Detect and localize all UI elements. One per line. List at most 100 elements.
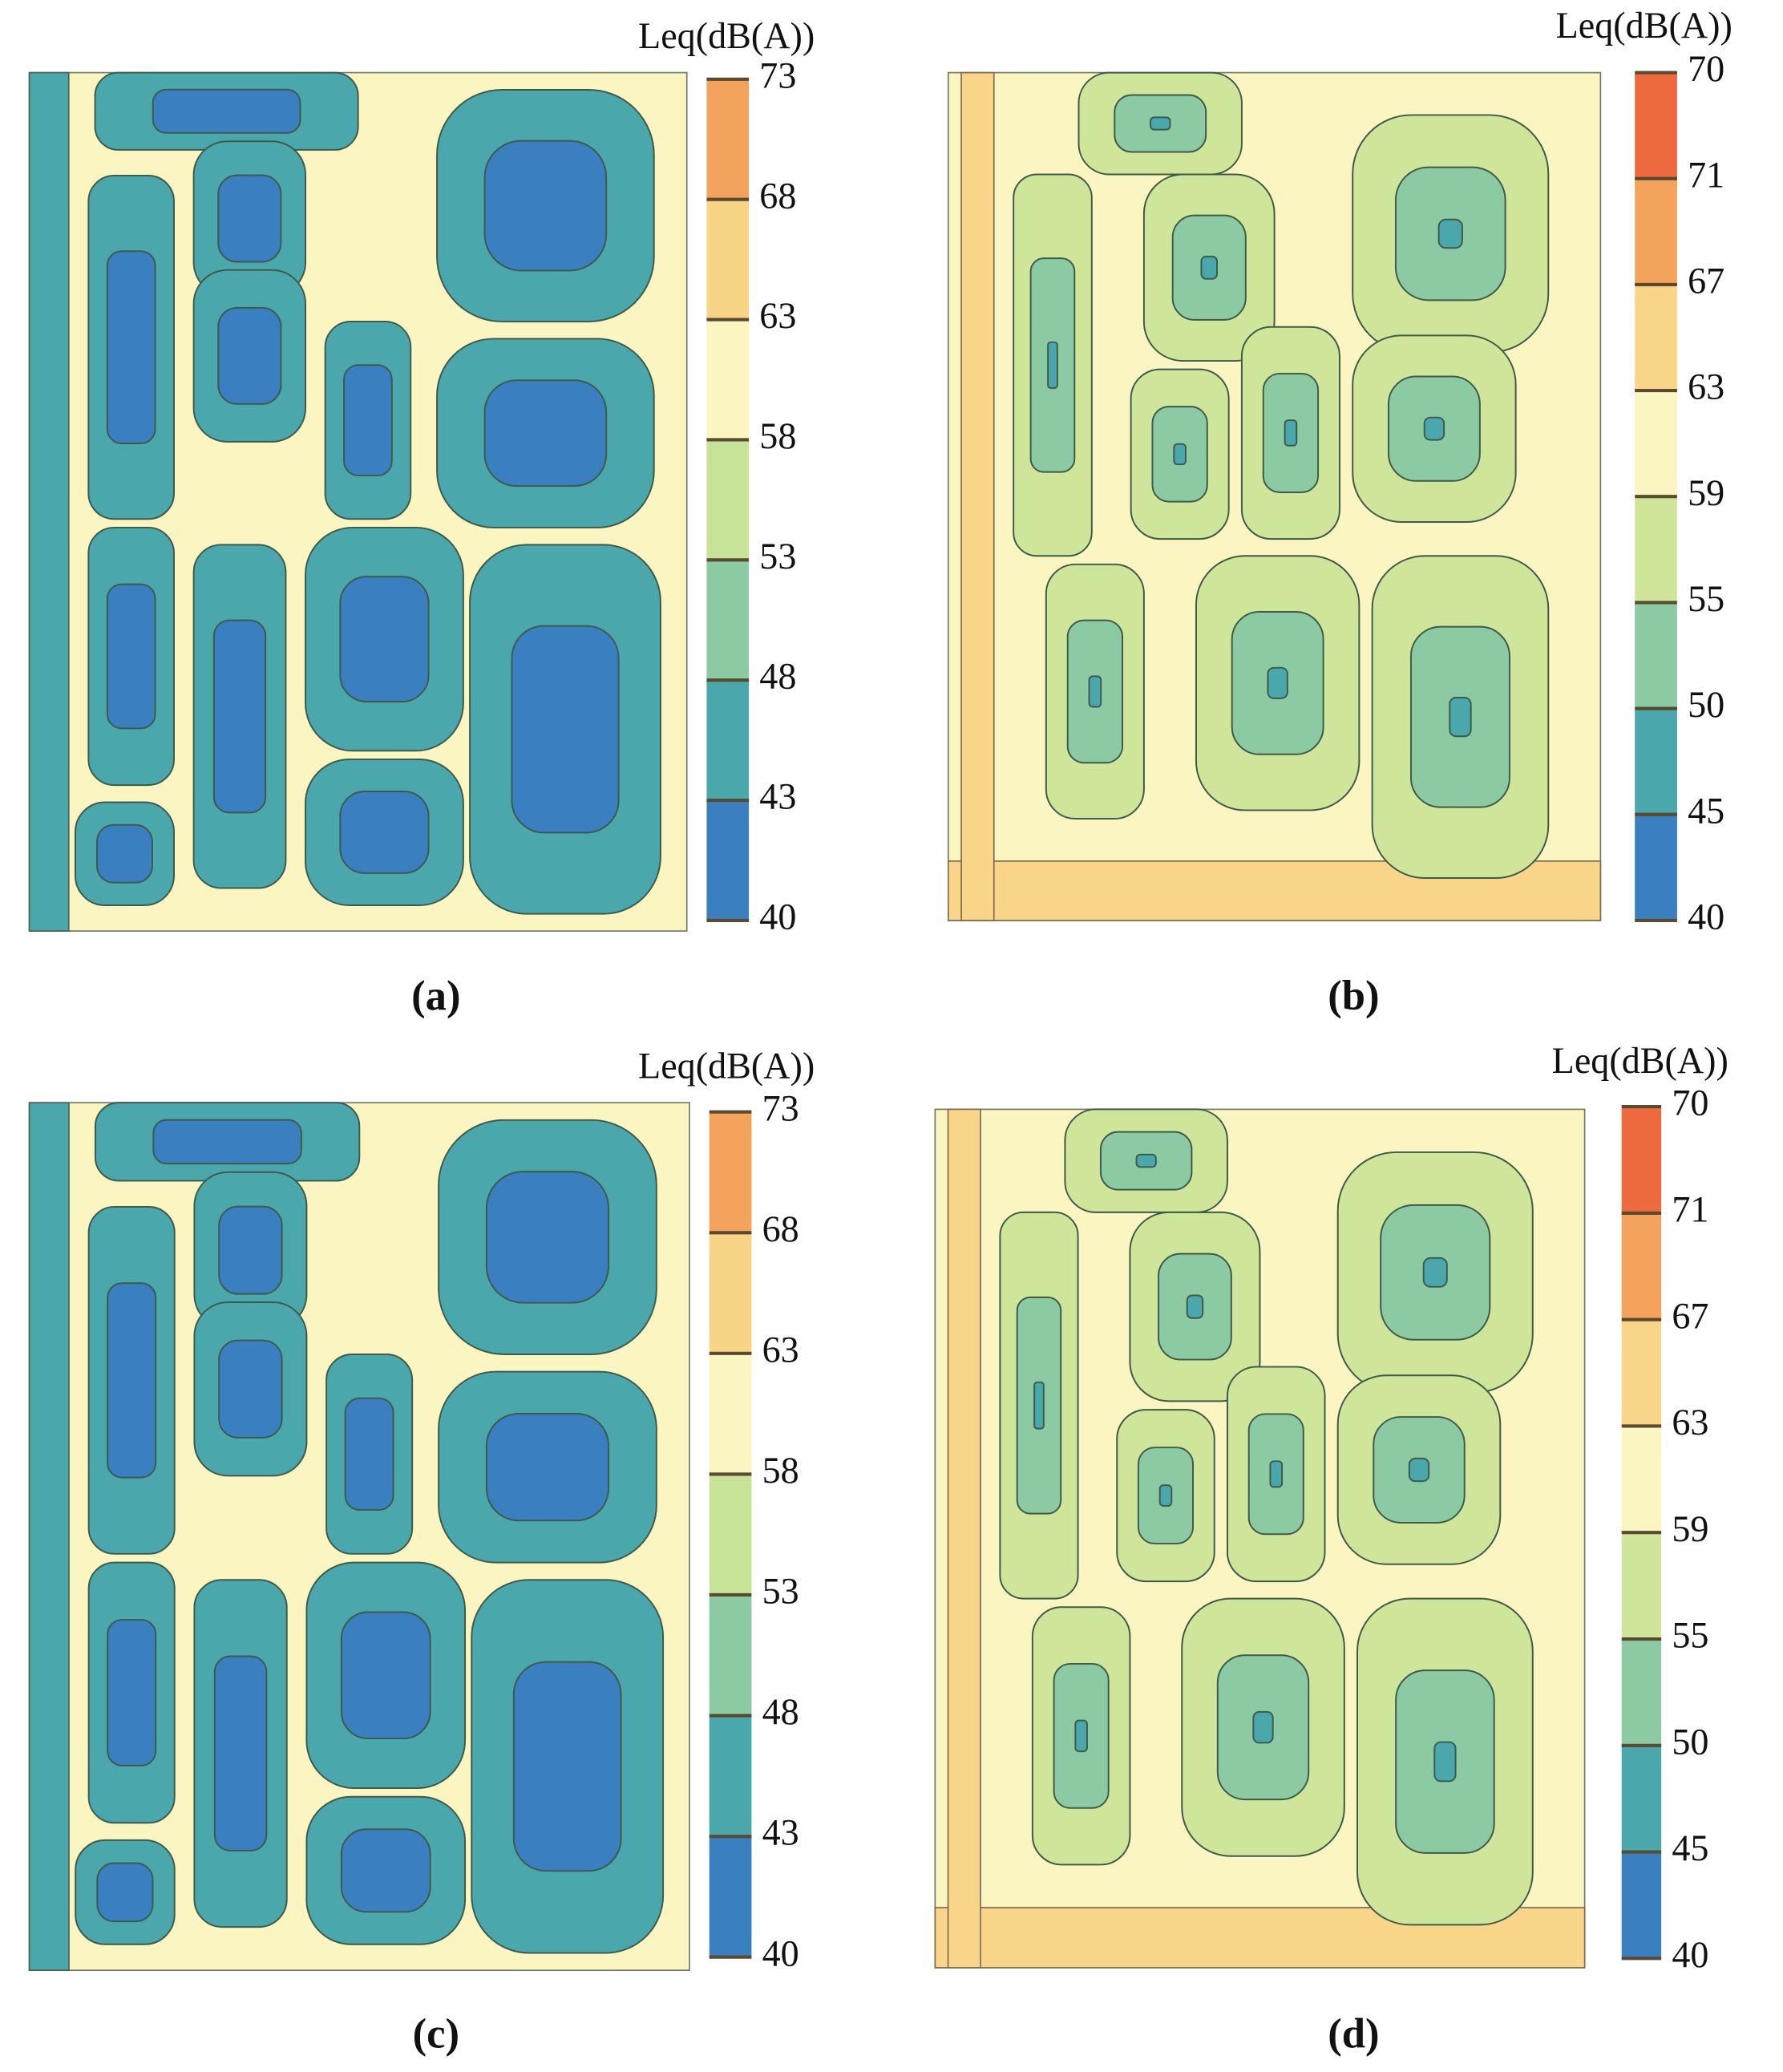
colorbar-tick-label: 63 xyxy=(1688,366,1724,407)
contour-region xyxy=(106,250,156,445)
contour-region xyxy=(1047,341,1058,389)
colorbar-band xyxy=(1621,1851,1662,1959)
colorbar-band xyxy=(1635,496,1677,603)
contour-region xyxy=(217,174,282,263)
colorbar-band xyxy=(709,1111,752,1233)
contour-region xyxy=(1284,419,1298,447)
colorbar-band xyxy=(1621,1319,1662,1427)
colorbar-tick-label: 55 xyxy=(1688,578,1724,619)
colorbar-tick-label: 40 xyxy=(1672,1934,1708,1975)
contour-region xyxy=(485,1412,610,1522)
colorbar-band xyxy=(709,1474,752,1595)
map-edge xyxy=(28,1102,70,1972)
contour-region xyxy=(1449,697,1472,738)
colorbar-band xyxy=(1621,1639,1662,1746)
contour-region xyxy=(1135,1153,1157,1168)
panel-label: (b) xyxy=(1328,973,1379,1019)
contour-region xyxy=(218,1205,283,1295)
contour-region xyxy=(343,364,393,477)
colorbar-tick-label: 63 xyxy=(1672,1402,1708,1443)
colorbar-band xyxy=(706,319,750,440)
colorbar-tick-label: 58 xyxy=(759,415,796,456)
contour-region xyxy=(1269,1460,1284,1488)
colorbar-tick-label: 40 xyxy=(1688,896,1724,937)
colorbar-tick-label: 48 xyxy=(762,1691,799,1732)
contour-region xyxy=(1074,1719,1088,1753)
contour-region xyxy=(106,583,156,730)
contour-region xyxy=(1173,443,1187,466)
contour-region xyxy=(1150,116,1171,131)
contour-region xyxy=(485,1171,610,1304)
colorbar-band xyxy=(706,680,750,801)
colorbar-tick-label: 63 xyxy=(759,295,796,336)
colorbar-tick-label: 67 xyxy=(1688,260,1724,301)
colorbar-tick-label: 70 xyxy=(1672,1083,1708,1123)
contour-region xyxy=(512,1661,622,1872)
colorbar-band xyxy=(1635,602,1677,709)
colorbar-tick-label: 63 xyxy=(762,1329,799,1370)
colorbar-band xyxy=(706,199,750,320)
colorbar-band xyxy=(1635,814,1677,921)
colorbar-band xyxy=(1621,1212,1662,1320)
colorbar-band xyxy=(709,1715,752,1837)
colorbar-band xyxy=(706,79,750,200)
contour-region xyxy=(344,1397,394,1512)
map-edge xyxy=(28,71,70,932)
contour-region xyxy=(213,1655,268,1851)
colorbar-band xyxy=(1635,284,1677,391)
contour-region xyxy=(217,306,282,405)
contour-region xyxy=(339,576,430,703)
colorbar-band xyxy=(1635,178,1677,285)
contour-region xyxy=(1252,1710,1274,1744)
colorbar-tick-label: 67 xyxy=(1672,1295,1708,1336)
contour-region xyxy=(107,1619,157,1766)
contour-region xyxy=(96,1862,154,1923)
colorbar-tick-label: 40 xyxy=(762,1932,799,1973)
panel-label: (c) xyxy=(413,2010,459,2057)
colorbar-title: Leq(dB(A)) xyxy=(638,1046,815,1087)
contour-region xyxy=(1088,675,1102,708)
contour-region xyxy=(1186,1294,1204,1319)
contour-region xyxy=(1158,1484,1173,1507)
colorbar-band xyxy=(706,439,750,560)
colorbar-band xyxy=(1635,708,1677,815)
colorbar-tick-label: 73 xyxy=(762,1087,799,1128)
contour-region xyxy=(339,791,430,874)
contour-region xyxy=(1423,416,1445,441)
colorbar-tick-label: 71 xyxy=(1688,154,1724,195)
panel-label: (d) xyxy=(1328,2010,1379,2057)
colorbar-tick-label: 48 xyxy=(759,656,796,697)
contour-region xyxy=(212,619,267,814)
colorbar-title: Leq(dB(A)) xyxy=(1552,1040,1728,1081)
contour-region xyxy=(1433,1741,1457,1783)
colorbar-band xyxy=(1621,1426,1662,1533)
colorbar-tick-label: 45 xyxy=(1672,1827,1708,1868)
colorbar-title: Leq(dB(A)) xyxy=(1556,5,1732,46)
colorbar-tick-label: 68 xyxy=(759,175,796,216)
contour-region xyxy=(1437,218,1463,249)
contour-region xyxy=(483,379,608,488)
colorbar-band xyxy=(706,560,750,681)
colorbar-tick-label: 45 xyxy=(1688,790,1724,831)
colorbar-tick-label: 50 xyxy=(1688,684,1724,725)
colorbar-tick-label: 53 xyxy=(759,536,796,577)
colorbar-tick-label: 71 xyxy=(1672,1188,1708,1229)
colorbar-tick-label: 40 xyxy=(759,896,796,937)
contour-region xyxy=(107,1282,157,1479)
colorbar-band xyxy=(709,1836,752,1957)
colorbar-band xyxy=(1621,1745,1662,1852)
colorbar-band xyxy=(1635,391,1677,497)
colorbar-tick-label: 73 xyxy=(759,55,796,95)
colorbar-band xyxy=(709,1594,752,1716)
contour-region xyxy=(1422,1257,1448,1288)
map-edge xyxy=(947,1108,981,1969)
colorbar-title: Leq(dB(A)) xyxy=(638,15,815,56)
colorbar-tick-label: 59 xyxy=(1688,472,1724,513)
colorbar-band xyxy=(1621,1532,1662,1640)
colorbar-tick-label: 70 xyxy=(1688,48,1724,89)
colorbar-tick-label: 68 xyxy=(762,1208,799,1249)
